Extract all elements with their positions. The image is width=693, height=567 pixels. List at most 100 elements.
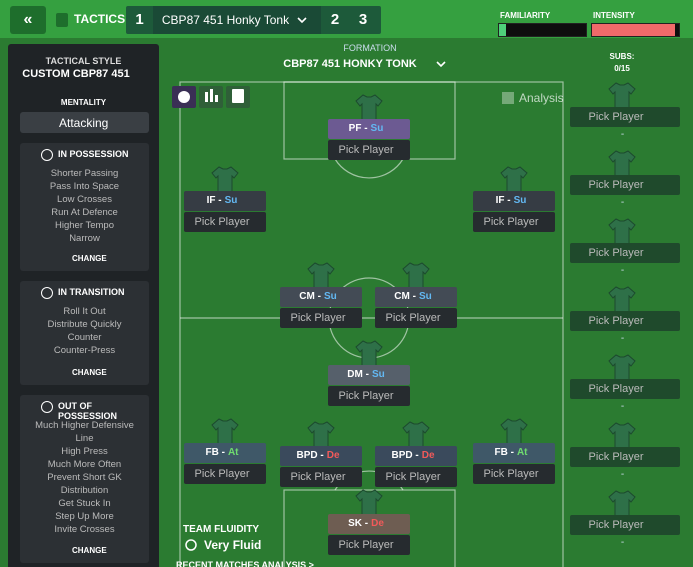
subs-count: 0/15 [614, 64, 630, 73]
role-line: CM - Su [375, 291, 451, 302]
tactic-slot[interactable]: 1 [135, 11, 144, 28]
tactic-instruction: High Press [61, 446, 108, 457]
role-bar: CM - Su [280, 287, 362, 307]
shirt [355, 489, 383, 517]
analysis-button[interactable]: Analysis [519, 91, 564, 105]
sub-slot[interactable]: Pick Player [570, 107, 680, 127]
shirt [608, 150, 636, 178]
role: BPD - [391, 450, 419, 461]
tactic-instruction: Shorter Passing [50, 168, 119, 179]
role-line: FB - At [184, 447, 260, 458]
section-items: Shorter Passing Pass Into Space Low Crosse… [26, 167, 143, 245]
tactical-style[interactable]: CUSTOM CBP87 451 [22, 68, 130, 80]
pick-bar: Pick Player [375, 308, 457, 328]
pick-player: Pick Player [588, 519, 644, 531]
pick-player: Pick Player [588, 451, 644, 463]
player-slot[interactable]: FB - At Pick Player [473, 443, 555, 484]
shirt [355, 94, 383, 122]
pick-player: Pick Player [338, 539, 394, 551]
player-slot[interactable]: CM - Su Pick Player [375, 287, 457, 328]
role: BPD - [296, 450, 324, 461]
player-slot[interactable]: BPD - De Pick Player [375, 446, 457, 487]
sub-slot[interactable]: Pick Player [570, 175, 680, 195]
fluidity-label: TEAM FLUIDITY [183, 524, 260, 535]
role: CM - [299, 291, 321, 302]
role-line: FB - At [473, 447, 549, 458]
style-label: TACTICAL STYLE [45, 56, 122, 66]
sub-slot[interactable]: Pick Player [570, 311, 680, 331]
player-slot[interactable]: FB - At Pick Player [184, 443, 266, 484]
role-bar: DM - Su [328, 365, 410, 385]
tactic-instruction: Invite Crosses [54, 524, 115, 535]
sub-slot[interactable]: Pick Player [570, 515, 680, 535]
pick-bar: Pick Player [184, 212, 266, 232]
svg-text:«: « [24, 11, 33, 28]
pick-bar: Pick Player [473, 464, 555, 484]
player-slot[interactable]: CM - Su Pick Player [280, 287, 362, 328]
role-line: BPD - De [375, 450, 451, 461]
pick-player: Pick Player [290, 471, 346, 483]
role-bar: FB - At [473, 443, 555, 463]
pick-player: Pick Player [338, 390, 394, 402]
player-slot[interactable]: BPD - De Pick Player [280, 446, 362, 487]
sub-name: - [620, 197, 625, 208]
role-bar: PF - Su [328, 119, 410, 139]
role: IF - [206, 195, 222, 206]
duty: Su [513, 195, 527, 206]
shirt [402, 421, 430, 449]
fluidity: Very Fluid [204, 538, 262, 552]
sub-slot[interactable]: Pick Player [570, 447, 680, 467]
section-icon [41, 401, 53, 413]
role-line: BPD - De [280, 450, 356, 461]
player-slot[interactable]: IF - Su Pick Player [473, 191, 555, 232]
duty: De [371, 518, 384, 529]
recent-matches[interactable]: RECENT MATCHES ANALYSIS > [176, 560, 314, 567]
tactic-instruction: Run At Defence [51, 207, 118, 218]
shirt [402, 262, 430, 290]
tactic-instruction: Counter [67, 332, 102, 343]
player-slot[interactable]: SK - De Pick Player [328, 514, 410, 555]
mentality-dropdown[interactable]: Attacking [20, 112, 149, 133]
shirt [211, 418, 239, 446]
sub-name: - [620, 129, 625, 140]
shirt [608, 218, 636, 246]
formation-name[interactable]: CBP87 451 HONKY TONK [283, 58, 417, 70]
mentality: Attacking [59, 116, 109, 130]
tactic-slot[interactable]: 2 [330, 11, 340, 28]
role-bar: BPD - De [280, 446, 362, 466]
duty: At [227, 447, 239, 458]
role-bar: FB - At [184, 443, 266, 463]
duty: De [421, 450, 435, 461]
change-button[interactable]: CHANGE [72, 546, 107, 555]
pick-bar: Pick Player [328, 535, 410, 555]
shirt [500, 418, 528, 446]
pick-bar: Pick Player [328, 386, 410, 406]
shirt [307, 421, 335, 449]
sub-slot[interactable]: Pick Player [570, 379, 680, 399]
shirt [608, 490, 636, 518]
pick-player: Pick Player [385, 312, 441, 324]
pick-bar: Pick Player [280, 308, 362, 328]
duty: Su [418, 291, 432, 302]
pick-player: Pick Player [588, 383, 644, 395]
tactic-instruction: Get Stuck In [58, 498, 111, 509]
duty: Su [370, 123, 384, 134]
tactic-instruction: Much More Often [47, 459, 122, 470]
change-button[interactable]: CHANGE [72, 254, 107, 263]
section-title: OUT OF POSSESSION [58, 401, 118, 421]
formation-label: FORMATION [343, 43, 397, 53]
pick-player: Pick Player [194, 216, 250, 228]
section-title: IN POSSESSION [58, 149, 129, 159]
player-slot[interactable]: DM - Su Pick Player [328, 365, 410, 406]
change-button[interactable]: CHANGE [72, 368, 107, 377]
player-slot[interactable]: IF - Su Pick Player [184, 191, 266, 232]
tactic-tab[interactable]: CBP87 451 Honky Tonk [161, 13, 290, 27]
role-line: SK - De [328, 518, 404, 529]
player-slot[interactable]: PF - Su Pick Player [328, 119, 410, 160]
role: FB - [494, 447, 514, 458]
tactic-slot[interactable]: 3 [358, 11, 368, 28]
subs-label: SUBS: [609, 52, 635, 61]
shirt [307, 262, 335, 290]
sub-slot[interactable]: Pick Player [570, 243, 680, 263]
section-title: IN TRANSITION [58, 287, 125, 297]
